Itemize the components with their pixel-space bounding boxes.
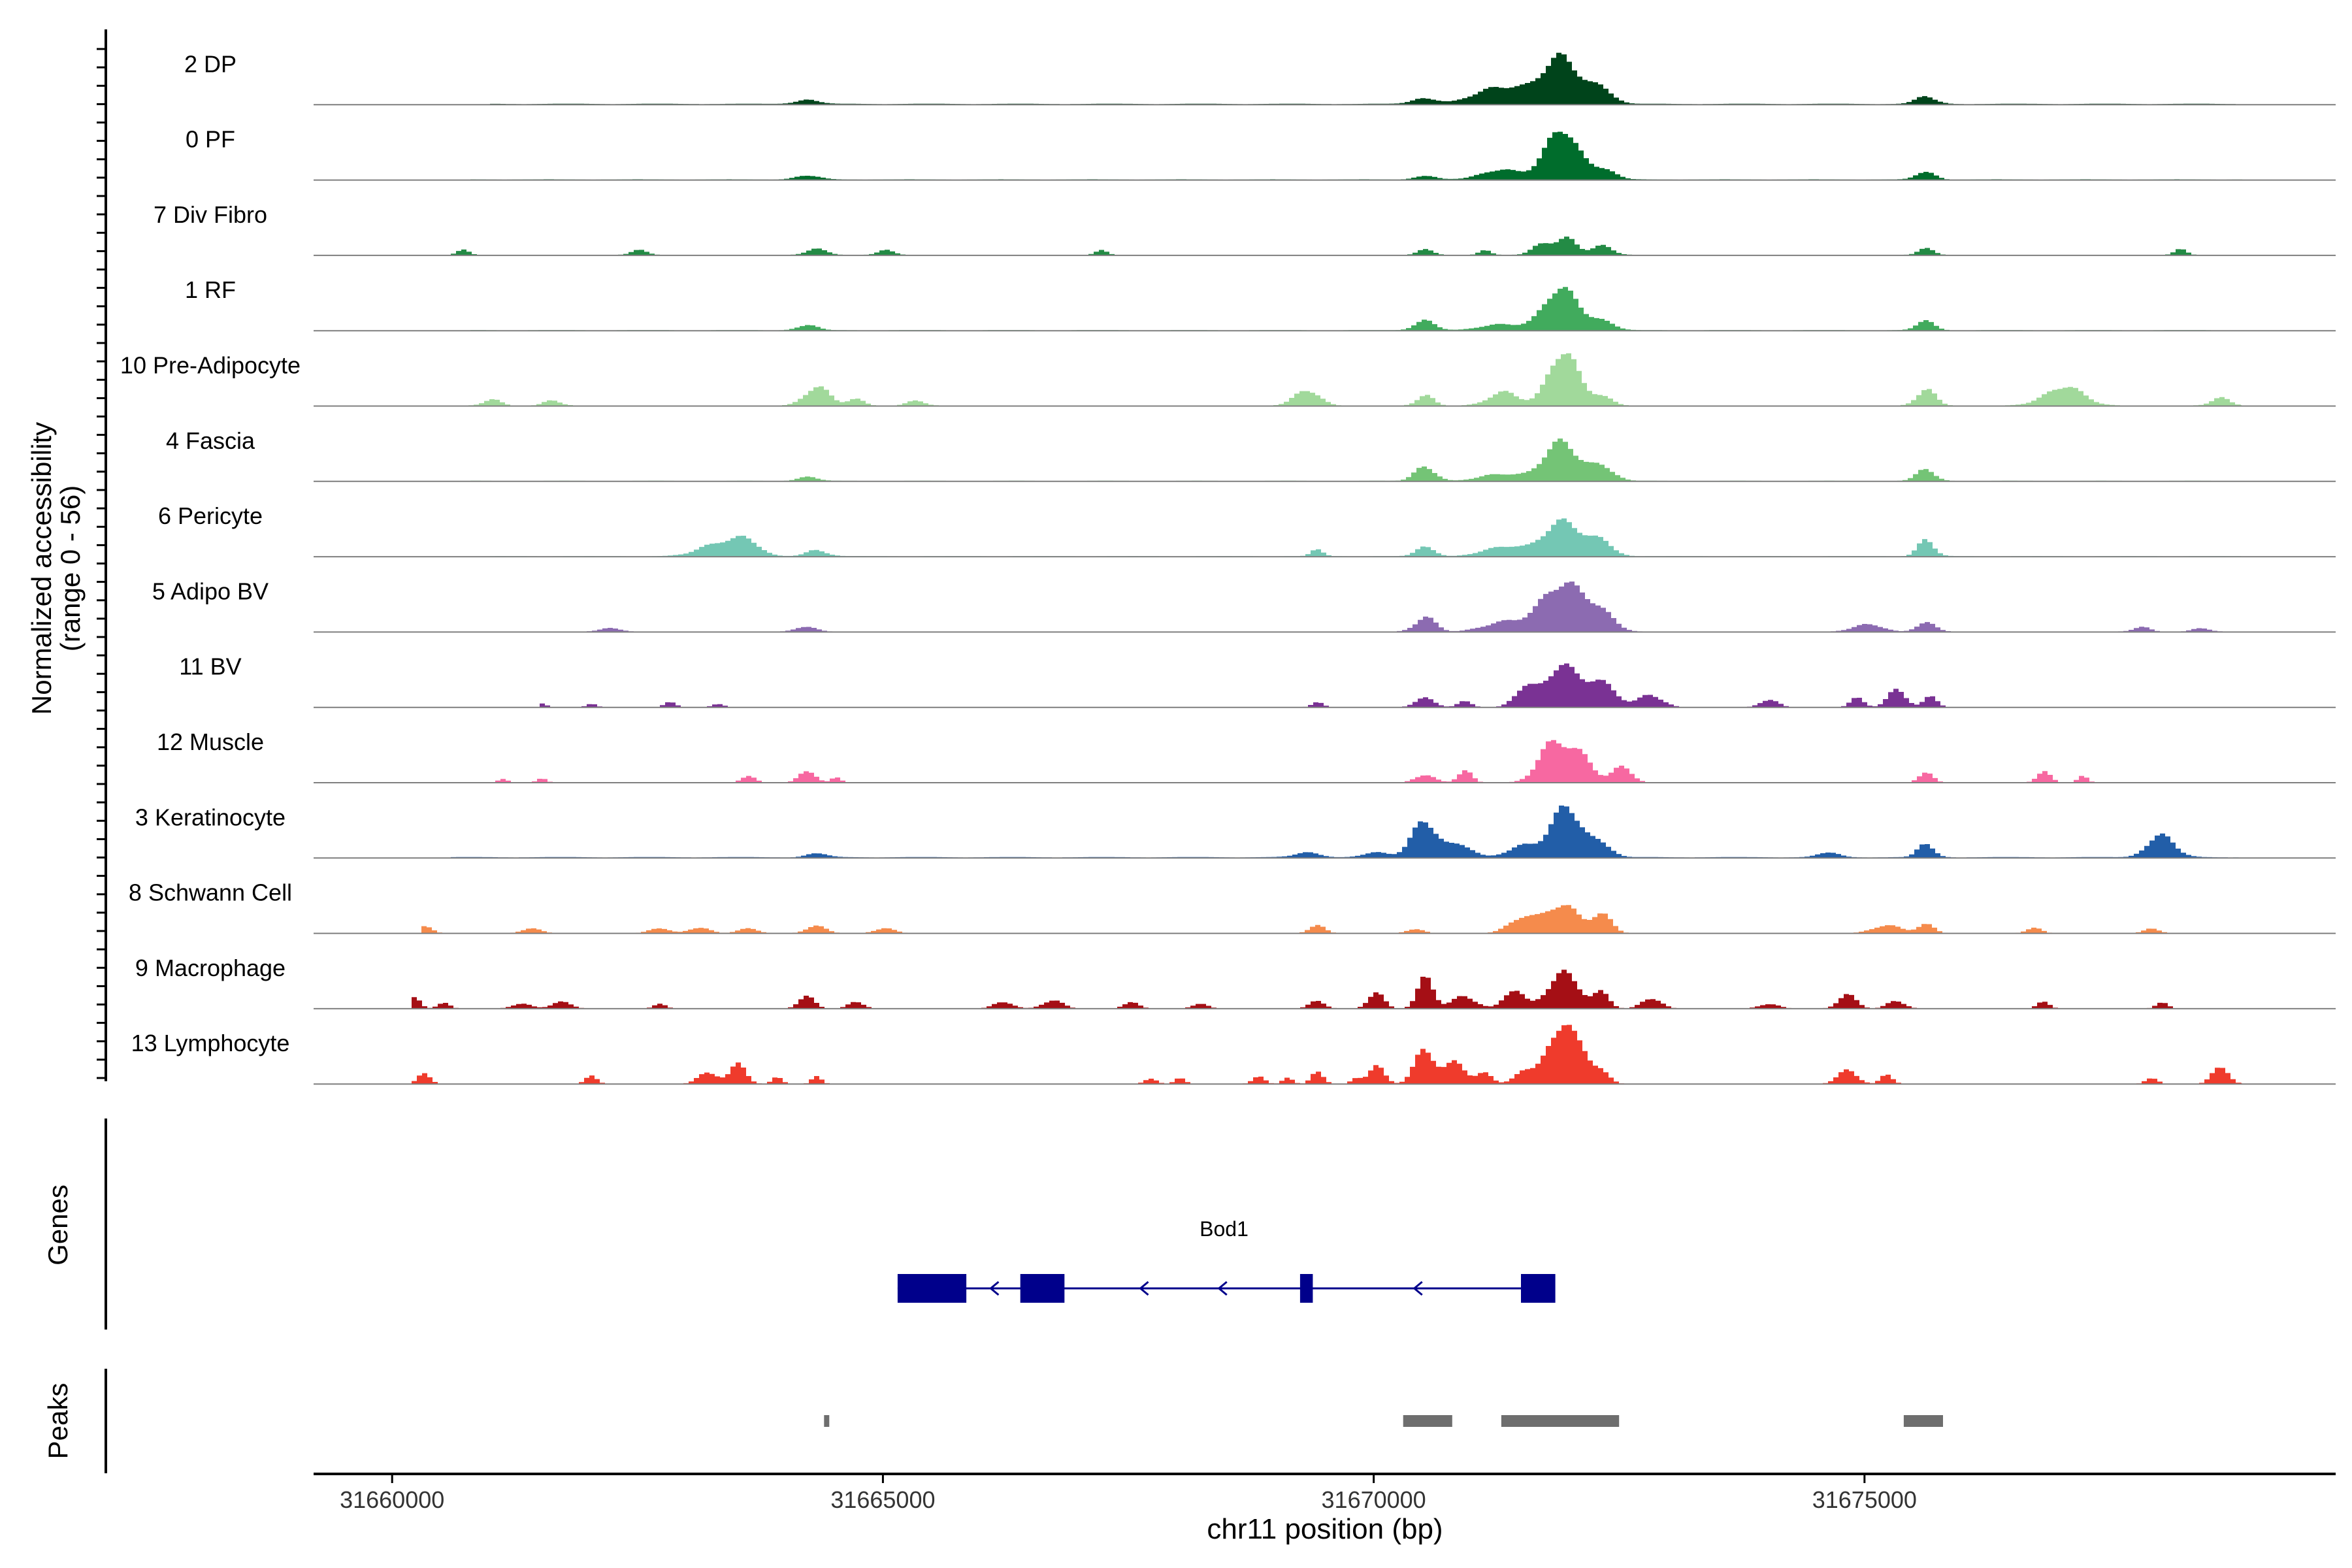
track-10: 12 Muscle (157, 728, 2336, 783)
track-12: 8 Schwann Cell (129, 879, 2336, 934)
track-label: 5 Adipo BV (152, 578, 269, 604)
track-6: 4 Fascia (166, 427, 2336, 482)
strand-arrow (1413, 1281, 1423, 1296)
strand-arrow (989, 1281, 1000, 1296)
y-axis (97, 29, 107, 1081)
track-coverage (490, 518, 2243, 557)
track-label: 9 Macrophage (135, 955, 286, 981)
x-axis-tick-label: 31665000 (830, 1486, 935, 1513)
peak-regions (824, 1415, 1943, 1427)
x-axis-tick-label: 31675000 (1812, 1486, 1917, 1513)
track-label: 3 Keratinocyte (135, 804, 286, 830)
track-label: 4 Fascia (166, 427, 255, 454)
peak-region (824, 1415, 830, 1427)
track-coverage (470, 438, 2243, 482)
track-label: 12 Muscle (157, 728, 264, 755)
track-label: 6 Pericyte (158, 502, 263, 529)
gene-exon (897, 1274, 967, 1303)
track-7: 6 Pericyte (158, 502, 2336, 558)
peaks-panel: Peaks (42, 1369, 1943, 1473)
track-coverage (451, 806, 2243, 858)
track-1: 2 DP (184, 50, 2336, 106)
track-label: 10 Pre-Adipocyte (120, 352, 301, 379)
x-axis-title: chr11 position (bp) (1207, 1513, 1443, 1545)
track-9: 11 BV (179, 653, 2336, 708)
gene-model (897, 1274, 1556, 1303)
track-3: 7 Div Fibro (154, 201, 2336, 256)
track-coverage (421, 905, 2243, 934)
track-11: 3 Keratinocyte (135, 804, 2336, 859)
peak-region (1501, 1415, 1620, 1427)
track-label: 13 Lymphocyte (131, 1030, 290, 1056)
track-4: 1 RF (185, 276, 2336, 332)
track-coverage (412, 1024, 2243, 1085)
track-13: 9 Macrophage (135, 955, 2336, 1009)
track-coverage (540, 581, 2243, 632)
track-coverage (451, 237, 2243, 255)
peak-region (1903, 1415, 1943, 1427)
track-2: 0 PF (186, 126, 2336, 181)
track-label: 1 RF (185, 276, 236, 303)
track-coverage (421, 353, 2243, 406)
y-axis-title-line2: (range 0 - 56) (55, 485, 86, 651)
x-axis-tick-label: 31660000 (340, 1486, 444, 1513)
track-coverage (470, 131, 2243, 180)
track-coverage (490, 740, 2243, 783)
genes-panel: Genes Bod1 (42, 1119, 1556, 1330)
peaks-panel-label: Peaks (42, 1383, 73, 1460)
gene-exon (1299, 1274, 1313, 1303)
gene-name-label: Bod1 (1200, 1217, 1249, 1241)
x-axis-tick-label: 31670000 (1322, 1486, 1426, 1513)
track-coverage (470, 287, 2243, 331)
track-label: 8 Schwann Cell (129, 879, 292, 906)
track-coverage (540, 663, 2243, 708)
strand-arrow (1139, 1281, 1149, 1296)
track-label: 0 PF (186, 126, 235, 153)
peak-region (1403, 1415, 1452, 1427)
track-label: 7 Div Fibro (154, 201, 267, 228)
gene-exon (1521, 1274, 1556, 1303)
x-axis: 31660000 31665000 31670000 31675000 (314, 1473, 2336, 1513)
track-5: 10 Pre-Adipocyte (120, 352, 2336, 407)
track-coverage (412, 970, 2243, 1009)
track-label: 11 BV (179, 653, 241, 680)
accessibility-tracks: 2 DP 0 PF 7 Div Fibro 1 RF 10 Pre-Adipocyte 4… (120, 50, 2336, 1085)
track-coverage (490, 52, 2243, 105)
track-8: 5 Adipo BV (152, 578, 2336, 633)
track-14: 13 Lymphocyte (131, 1024, 2336, 1085)
gene-exon (1020, 1274, 1065, 1303)
track-label: 2 DP (184, 50, 237, 77)
y-axis-title-line1: Normalized accessibility (26, 422, 57, 715)
strand-arrow (1217, 1281, 1228, 1296)
genes-panel-label: Genes (42, 1184, 73, 1266)
